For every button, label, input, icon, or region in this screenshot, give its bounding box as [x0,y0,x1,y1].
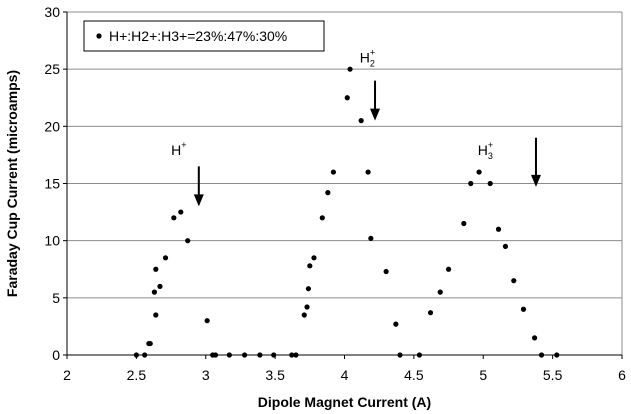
data-point [495,226,502,232]
data-point [358,118,364,124]
data-point [445,266,452,272]
grid-layer [66,11,623,356]
annotation-layer: H+ H2+ H3+ [171,47,541,207]
data-point [171,215,177,221]
data-point [502,243,509,249]
y-tick-label: 0 [52,347,60,363]
y-tick-label: 25 [44,61,60,77]
data-point [383,268,389,275]
x-tick-label: 5 [479,367,487,383]
data-point [226,352,232,358]
legend-marker [96,33,102,39]
legend-label: H+:H2+:H3+=23%:47%:30% [109,28,287,44]
data-point [212,352,219,358]
x-tick-label: 4 [341,367,349,383]
data-point [147,340,153,347]
data-point [242,352,248,358]
data-point [468,180,474,187]
data-point [304,304,310,310]
x-tick-label: 3 [202,367,210,383]
x-tick-label: 6 [618,367,626,383]
data-point [151,289,158,295]
y-tick-label: 10 [44,233,60,249]
data-point [153,312,159,318]
data-point [487,180,493,187]
y-tick-label: 15 [44,176,60,192]
data-point [178,209,184,215]
x-axis-label: Dipole Magnet Current (A) [258,394,431,410]
data-point [344,95,350,101]
legend-box [83,20,325,52]
data-point [476,169,482,175]
peak-arrow-head [193,194,204,207]
x-tick-label: 2 [63,367,71,383]
data-point [301,312,307,318]
peak-label: H3+ [478,140,493,161]
x-tick-label: 2.5 [127,367,147,383]
legend-layer: H+:H2+:H3+=23%:47%:30% [83,20,325,52]
data-point [393,321,399,327]
data-point [397,352,403,358]
data-point [325,190,331,196]
peak-label: H+ [171,140,186,158]
x-tick-label: 4.5 [404,367,424,383]
data-point [427,310,434,316]
y-tick-label: 20 [44,118,60,134]
data-point [157,283,163,289]
peak-arrow-head [530,174,541,187]
data-point [293,352,299,358]
data-point [330,169,336,175]
data-point [311,255,317,261]
data-point [289,352,295,358]
data-point [142,352,148,358]
data-point [365,169,371,175]
data-point [368,235,374,241]
data-point [271,352,277,358]
point-layer [133,66,560,358]
data-point [257,352,263,358]
y-tick-label: 30 [44,4,60,20]
data-point [185,238,191,244]
peak-label: H2+ [360,47,375,68]
tick-layer: 0 5 10 15 20 25 30 2 2.5 3 3.5 4 4.5 5 5.5 6 [44,4,626,383]
x-tick-label: 3.5 [265,367,285,383]
x-tick-label: 5.5 [543,367,563,383]
data-point [461,220,467,227]
y-axis-label: Faraday Cup Current (microamps) [4,70,20,297]
data-point [554,352,560,358]
data-point [133,352,139,358]
y-tick-label: 5 [52,290,60,306]
data-point [319,215,325,221]
data-point [531,335,538,341]
data-point [520,306,527,312]
peak-arrow-head [370,108,381,121]
data-point [305,286,312,292]
data-point [162,255,169,261]
data-point [153,266,159,272]
data-point [437,289,443,295]
data-point [538,352,545,358]
data-point [347,66,353,72]
data-point [416,352,423,358]
data-point [307,263,313,269]
data-point [511,278,517,284]
data-point [204,318,210,324]
